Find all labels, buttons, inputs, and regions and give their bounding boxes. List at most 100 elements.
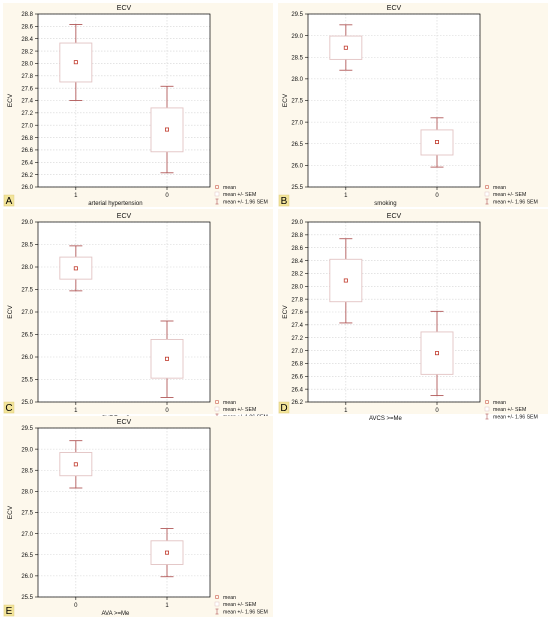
legend-mean-swatch	[485, 185, 489, 189]
y-tick-label: 27.0	[291, 349, 303, 355]
panel-a: 26.0 26.2 26.4 26.6 26.8 27.0 27.2 27.4 27.6 27.8…	[3, 3, 273, 207]
y-tick-label: 25.5	[291, 185, 303, 191]
y-tick-label: 28.4	[21, 37, 33, 43]
y-tick-label: 26.6	[291, 374, 303, 380]
y-tick-label: 28.0	[291, 77, 303, 83]
panel-letter-badge	[278, 401, 290, 414]
y-axis-label: ECV	[282, 305, 289, 319]
y-tick-label: 26.2	[291, 400, 303, 406]
y-tick-label: 26.0	[21, 185, 33, 191]
panel-letter-badge	[3, 194, 15, 207]
legend-mean-label: mean	[223, 400, 236, 406]
y-tick-label: 26.6	[21, 148, 33, 154]
panel-letter: B	[281, 196, 288, 207]
y-tick-label: 27.0	[21, 532, 33, 538]
y-tick-label: 27.5	[21, 288, 33, 294]
legend-sem-label: mean +/- SEM	[493, 192, 526, 198]
legend-sem-label: mean +/- SEM	[223, 192, 256, 198]
sem-box	[420, 129, 454, 156]
y-tick-label: 28.4	[291, 259, 303, 265]
sem-box	[329, 35, 363, 60]
panel-letter: C	[5, 403, 12, 414]
y-tick-label: 28.5	[291, 55, 303, 61]
legend-sem-swatch	[214, 191, 220, 197]
legend-mean-swatch	[485, 400, 489, 404]
y-tick-label: 29.0	[291, 220, 303, 226]
y-axis-label: ECV	[282, 93, 289, 107]
legend-sem-label: mean +/- SEM	[493, 407, 526, 413]
sem-box	[150, 339, 184, 379]
y-tick-label: 26.5	[21, 553, 33, 559]
y-tick-label: 29.0	[21, 220, 33, 226]
x-tick-label: 1	[344, 193, 348, 199]
legend-sem-swatch	[214, 406, 220, 412]
x-tick-label: 1	[165, 603, 169, 609]
legend-mean-label: mean	[493, 400, 506, 406]
plot-frame	[37, 427, 211, 598]
sem-box	[150, 540, 184, 565]
mean-marker	[73, 462, 78, 467]
panel-letter: D	[280, 403, 287, 414]
legend-sem-swatch	[484, 191, 490, 197]
panel-letter-badge	[3, 401, 15, 414]
plot-area	[38, 14, 210, 187]
mean-marker	[164, 356, 169, 361]
plot-frame	[307, 13, 481, 188]
legend-mean-label: mean	[493, 185, 506, 191]
mean-marker	[343, 278, 348, 283]
x-tick-label: 0	[165, 193, 169, 199]
mean-marker	[343, 45, 348, 50]
y-tick-label: 25.0	[21, 400, 33, 406]
mean-marker	[164, 550, 169, 555]
sem-box	[420, 331, 454, 375]
y-tick-label: 26.4	[21, 160, 33, 166]
x-axis-label: arterial hypertension	[88, 201, 142, 207]
x-tick-label: 1	[74, 193, 78, 199]
y-axis-label: ECV	[7, 305, 14, 319]
y-tick-label: 28.2	[291, 272, 303, 278]
y-tick-label: 27.0	[291, 120, 303, 126]
legend-ci-label: mean +/- 1.96 SEM	[493, 415, 538, 421]
y-tick-label: 28.8	[21, 12, 33, 18]
y-tick-label: 26.2	[21, 173, 33, 179]
y-tick-label: 26.8	[21, 136, 33, 142]
x-axis-label: AVCS >=Me	[369, 416, 403, 422]
y-tick-label: 28.0	[21, 265, 33, 271]
x-tick-label: 1	[74, 408, 78, 414]
y-tick-label: 29.0	[291, 34, 303, 40]
x-tick-label: 1	[344, 408, 348, 414]
y-tick-label: 28.6	[291, 246, 303, 252]
panel-letter: E	[6, 606, 13, 617]
y-tick-label: 27.0	[21, 123, 33, 129]
panel-letter: A	[6, 196, 13, 207]
y-tick-label: 28.0	[291, 284, 303, 290]
y-tick-label: 26.0	[291, 164, 303, 170]
y-tick-label: 28.2	[21, 49, 33, 55]
x-tick-label: 0	[435, 193, 439, 199]
y-tick-label: 28.5	[21, 243, 33, 249]
panel-b: 25.5 26.0 26.5 27.0 27.5 28.0 28.5 29.0 29.5 ECV E…	[278, 3, 548, 207]
plot-frame	[307, 221, 481, 403]
legend-sem-label: mean +/- SEM	[223, 407, 256, 413]
y-tick-label: 29.5	[21, 426, 33, 432]
y-tick-label: 26.8	[291, 362, 303, 368]
y-tick-label: 27.8	[21, 74, 33, 80]
legend-mean-swatch	[215, 595, 219, 599]
y-tick-label: 29.0	[21, 447, 33, 453]
y-tick-label: 27.6	[21, 86, 33, 92]
y-tick-label: 26.5	[291, 142, 303, 148]
sem-box	[59, 42, 93, 83]
y-tick-label: 26.5	[21, 333, 33, 339]
plot-frame	[37, 221, 211, 403]
x-axis-label: AVA >=Me	[102, 611, 130, 617]
panel-c: 25.0 25.5 26.0 26.5 27.0 27.5 28.0 28.5 29.0 ECV E…	[3, 209, 273, 422]
x-axis-label: smoking	[374, 201, 396, 207]
x-tick-label: 0	[435, 408, 439, 414]
plot-area	[38, 222, 210, 402]
chart-title: ECV	[387, 213, 402, 220]
legend-sem-swatch	[214, 601, 220, 607]
